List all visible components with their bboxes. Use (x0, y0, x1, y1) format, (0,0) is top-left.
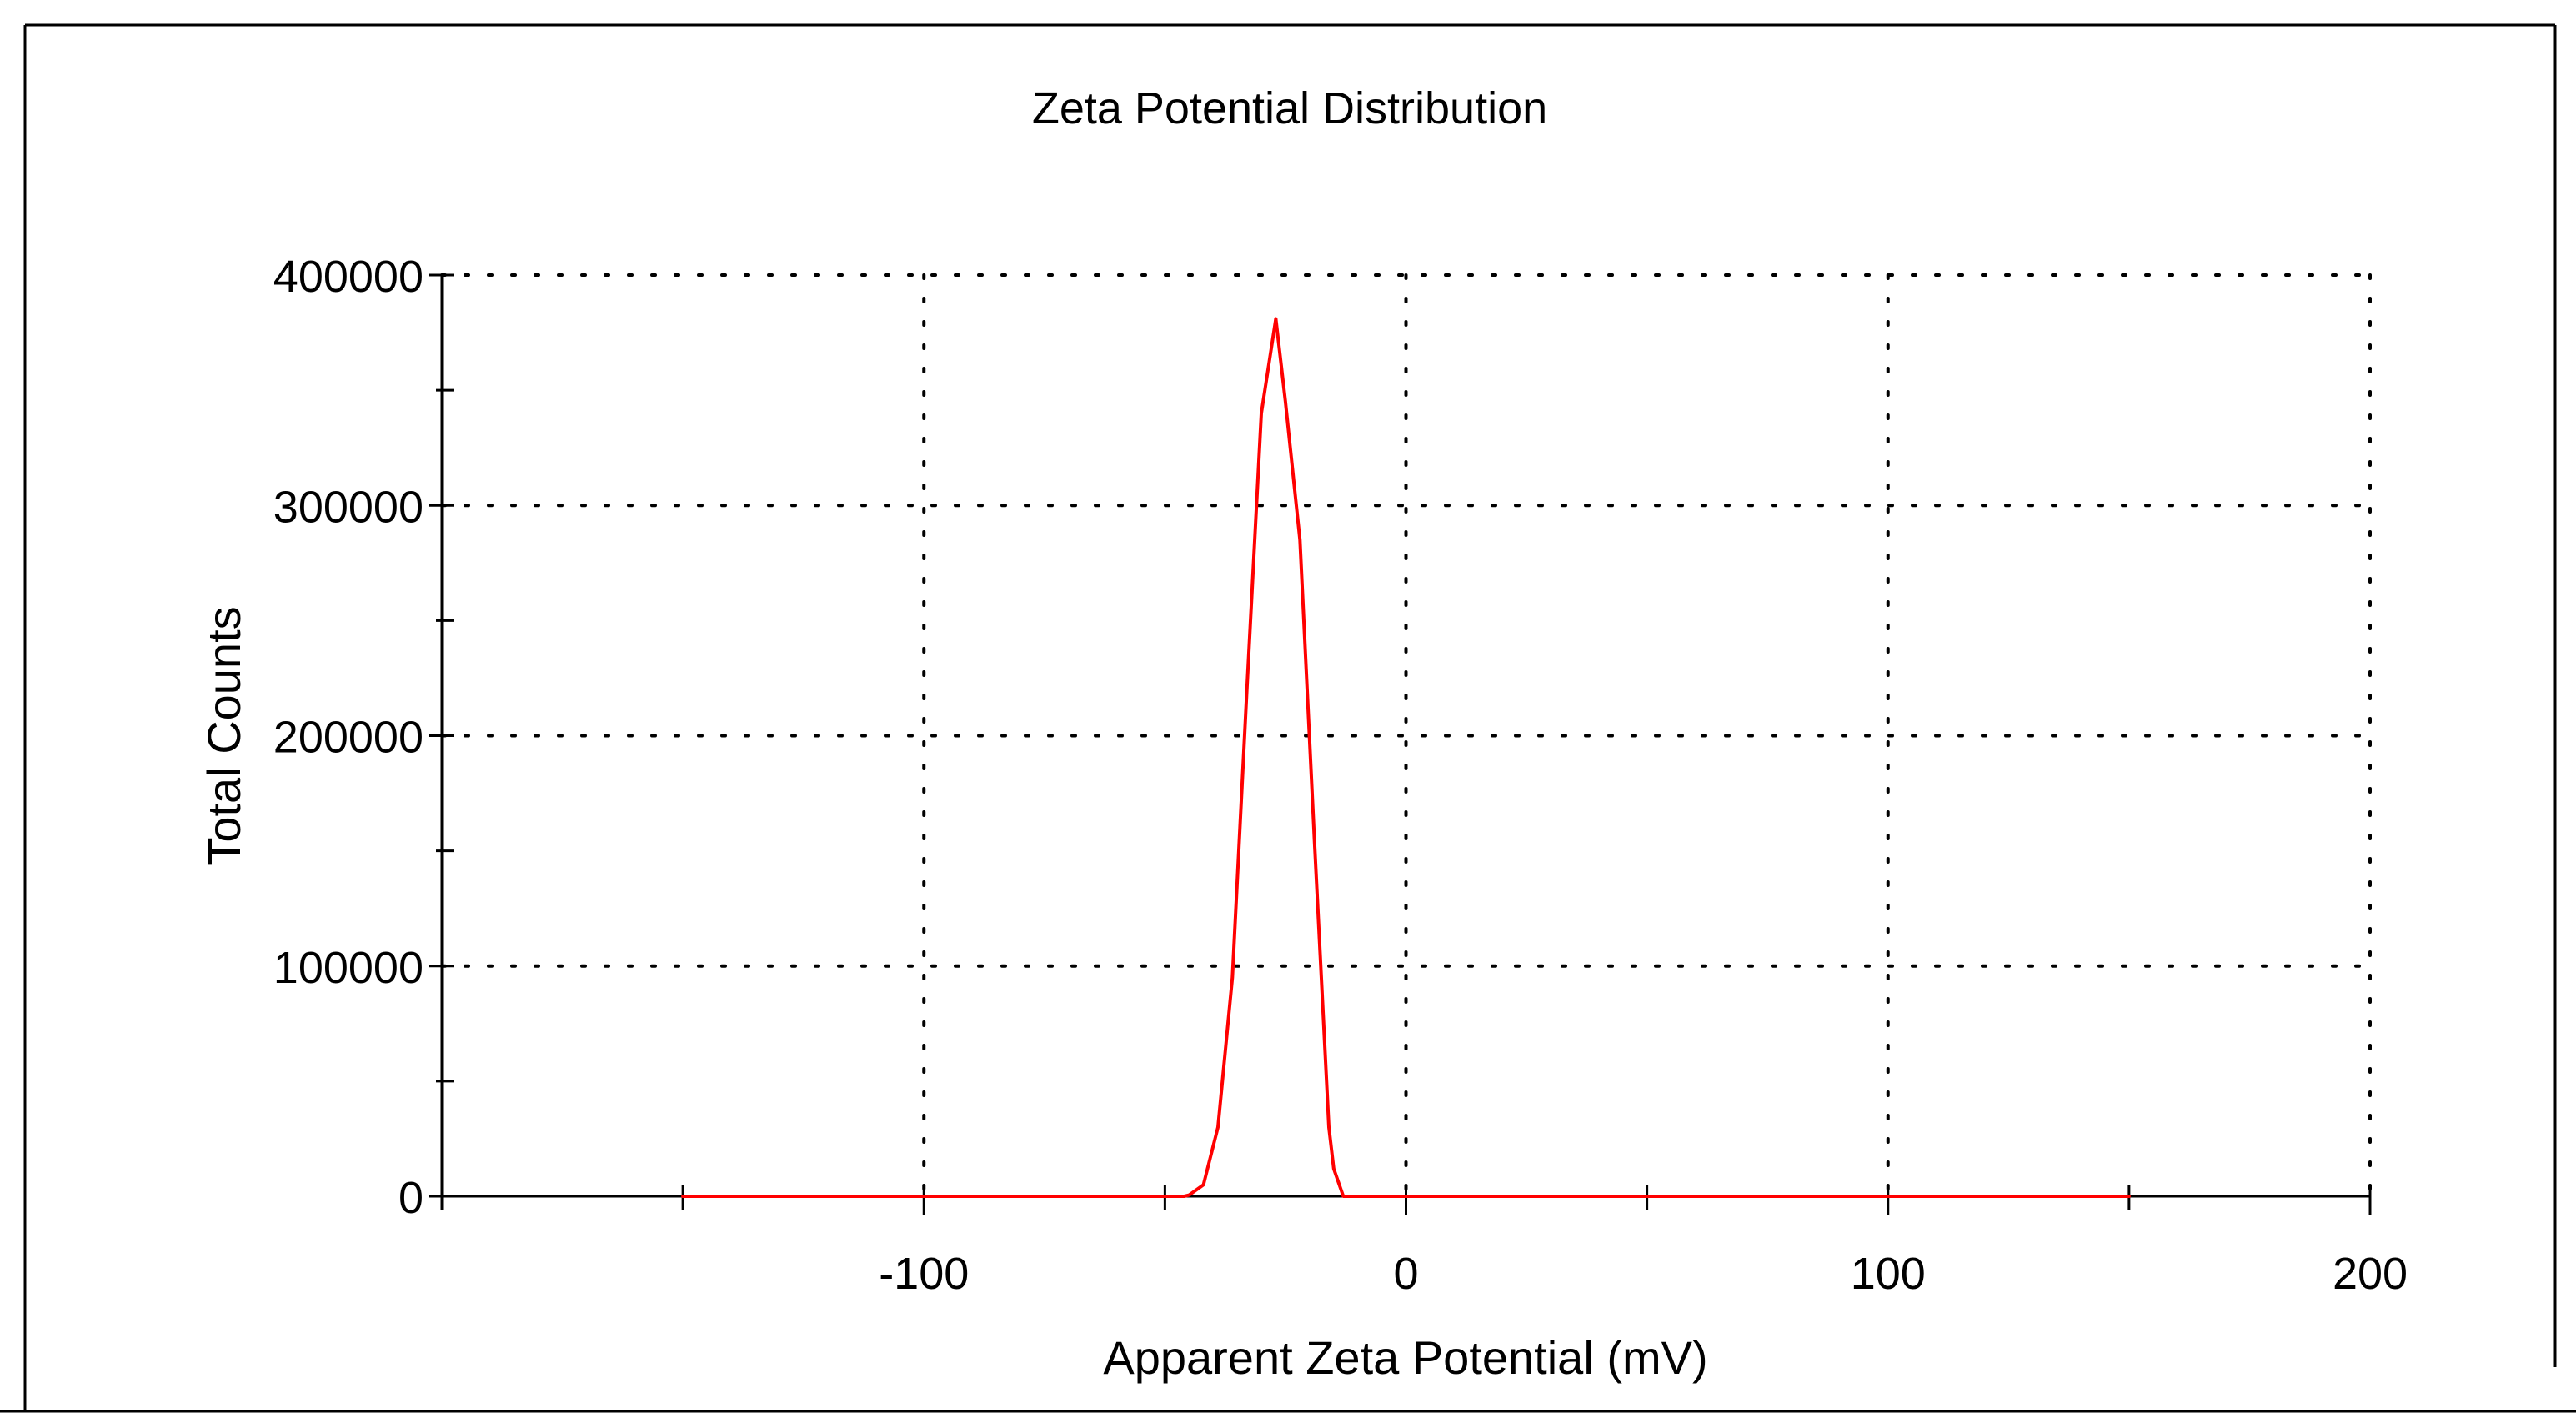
y-tick-label-0: 0 (398, 1173, 423, 1223)
x-axis-label: Apparent Zeta Potential (mV) (1103, 1331, 1707, 1384)
x-tick-label-2: 100 (1851, 1249, 1926, 1299)
grid-layer (440, 273, 2372, 1198)
x-tick-label-1: 0 (1393, 1249, 1418, 1299)
y-axis-label: Total Counts (198, 606, 250, 865)
series-line-0 (681, 317, 2131, 1198)
x-tick-label-0: -100 (879, 1249, 969, 1299)
series-layer (681, 317, 2131, 1198)
y-tick-label-4: 400000 (273, 252, 423, 302)
x-tick-label-3: 200 (2333, 1249, 2408, 1299)
y-tick-label-3: 300000 (273, 482, 423, 532)
y-tick-label-1: 100000 (273, 943, 423, 993)
tick-layer: 0 100000 200000 300000 400000 -100 0 100 200 (273, 252, 2408, 1299)
chart-title: Zeta Potential Distribution (1032, 83, 1547, 133)
y-tick-label-2: 200000 (273, 713, 423, 763)
